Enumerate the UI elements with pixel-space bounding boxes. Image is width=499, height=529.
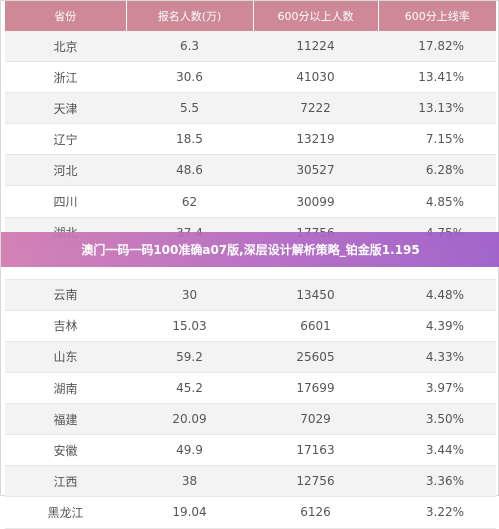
cell-over600: 30527 [253, 154, 378, 187]
table-body: 北京 6.3 11224 17.82% 浙江 30.6 41030 13.41% 天津 5.5 72… [5, 31, 496, 529]
cell-over600: 6601 [253, 310, 378, 342]
cell-rate: 6.28% [378, 154, 496, 187]
cell-over600: 7029 [253, 403, 378, 436]
cell-applicants: 45.2 [126, 372, 253, 405]
cell-applicants: 5.5 [126, 92, 253, 125]
cell-over600: 30099 [253, 185, 378, 218]
cell-province: 山东 [5, 341, 126, 374]
cell-rate: 3.97% [378, 372, 496, 405]
cell-over600: 17163 [253, 434, 378, 467]
cell-applicants: 38 [126, 465, 253, 498]
overlay-banner: 澳门一码一码100准确a07版,深层设计解析策略_铂金版1.195 [1, 232, 499, 267]
cell-applicants: 18.5 [126, 123, 253, 156]
table-row: 浙江 30.6 41030 13.41% [5, 61, 496, 94]
cell-rate: 7.15% [378, 123, 496, 156]
cell-applicants: 30.6 [126, 61, 253, 94]
table-row: 云南 30 13450 4.48% [5, 279, 496, 311]
cell-applicants: 49.9 [126, 434, 253, 467]
cell-province: 黑龙江 [5, 496, 126, 529]
cell-rate: 3.22% [378, 496, 496, 529]
cell-applicants: 62 [126, 185, 253, 218]
cell-rate: 13.13% [378, 92, 496, 125]
banner-text: 澳门一码一码100准确a07版,深层设计解析策略_铂金版1.195 [81, 243, 420, 257]
table-row: 吉林 15.03 6601 4.39% [5, 310, 496, 342]
cell-province: 福建 [5, 403, 126, 436]
cell-over600: 13219 [253, 123, 378, 156]
cell-rate: 3.44% [378, 434, 496, 467]
header-rate: 600分上线率 [378, 1, 496, 31]
cell-rate: 4.85% [378, 185, 496, 218]
table-row: 北京 6.3 11224 17.82% [5, 31, 496, 63]
cell-applicants: 59.2 [126, 341, 253, 374]
cell-rate: 4.33% [378, 341, 496, 374]
cell-province: 云南 [5, 279, 126, 311]
table-row: 福建 20.09 7029 3.50% [5, 403, 496, 436]
cell-province: 湖南 [5, 372, 126, 405]
cell-province: 浙江 [5, 61, 126, 94]
cell-over600: 11224 [253, 31, 378, 63]
table-row: 山东 59.2 25605 4.33% [5, 341, 496, 374]
cell-province: 天津 [5, 92, 126, 125]
cell-province: 安徽 [5, 434, 126, 467]
cell-rate: 4.48% [378, 279, 496, 311]
cell-province: 吉林 [5, 310, 126, 342]
table-row: 江西 38 12756 3.36% [5, 465, 496, 498]
cell-province: 辽宁 [5, 123, 126, 156]
cell-over600: 12756 [253, 465, 378, 498]
table-row: 辽宁 18.5 13219 7.15% [5, 123, 496, 156]
cell-rate: 3.36% [378, 465, 496, 498]
header-applicants: 报名人数(万) [126, 1, 254, 31]
cell-rate: 13.41% [378, 61, 496, 94]
cell-applicants: 20.09 [126, 403, 253, 436]
cell-over600: 17699 [253, 372, 378, 405]
cell-province: 北京 [5, 31, 126, 63]
cell-applicants: 15.03 [126, 310, 253, 342]
cell-applicants: 19.04 [126, 496, 253, 529]
table-header-row: 省份 报名人数(万) 600分以上人数 600分上线率 [5, 1, 496, 31]
table-row: 黑龙江 19.04 6126 3.22% [5, 496, 496, 529]
cell-province: 江西 [5, 465, 126, 498]
header-province: 省份 [5, 1, 127, 31]
cell-province: 河北 [5, 154, 126, 187]
cell-province: 四川 [5, 185, 126, 218]
table-row: 安徽 49.9 17163 3.44% [5, 434, 496, 467]
cell-over600: 7222 [253, 92, 378, 125]
cell-rate: 4.39% [378, 310, 496, 342]
table-row: 天津 5.5 7222 13.13% [5, 92, 496, 125]
cell-over600: 25605 [253, 341, 378, 374]
cell-applicants: 48.6 [126, 154, 253, 187]
cell-applicants: 30 [126, 279, 253, 311]
cell-rate: 17.82% [378, 31, 496, 63]
header-over600: 600分以上人数 [253, 1, 379, 31]
cell-over600: 41030 [253, 61, 378, 94]
cell-rate: 3.50% [378, 403, 496, 436]
table-row: 四川 62 30099 4.85% [5, 185, 496, 218]
table-row: 河北 48.6 30527 6.28% [5, 154, 496, 187]
cell-over600: 6126 [253, 496, 378, 529]
cell-over600: 13450 [253, 279, 378, 311]
table-row: 湖南 45.2 17699 3.97% [5, 372, 496, 405]
cell-applicants: 6.3 [126, 31, 253, 63]
